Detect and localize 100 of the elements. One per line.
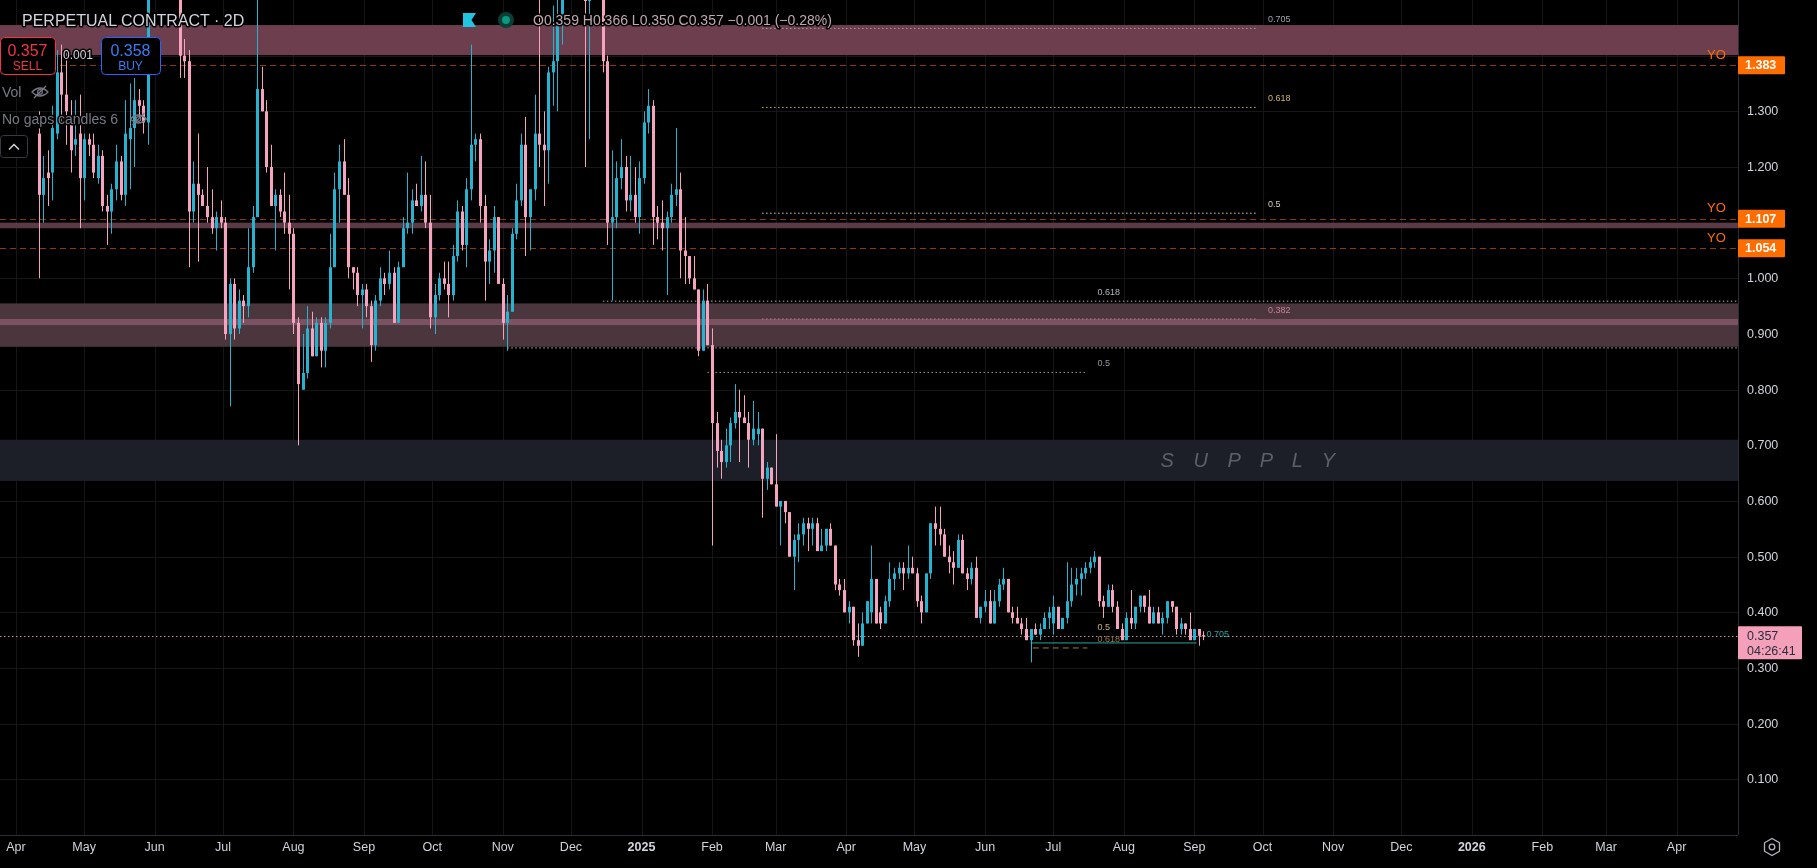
x-tick-label: Jun <box>974 840 996 854</box>
x-tick-label: Aug <box>1112 840 1135 854</box>
x-tick-label: Apr <box>1666 840 1687 854</box>
candlestick <box>647 88 650 135</box>
x-tick-label: Apr <box>6 840 26 854</box>
candlestick <box>1125 611 1128 641</box>
candlestick <box>688 255 691 285</box>
candlestick <box>843 578 846 613</box>
x-tick-label: Dec <box>559 840 583 854</box>
y-tick-label: 0.300 <box>1747 661 1779 675</box>
x-tick-label: Jul <box>214 840 231 854</box>
annotation: 0.618 <box>1097 287 1120 298</box>
candlestick <box>197 133 200 263</box>
candlestick <box>1102 595 1105 619</box>
ref-line-label: 1.054 <box>1745 241 1777 256</box>
band-label: S U P P L Y <box>1160 449 1343 472</box>
candlestick <box>356 266 359 307</box>
x-tick-label: May <box>72 840 97 854</box>
candlestick <box>729 417 732 463</box>
candlestick <box>1075 567 1078 597</box>
x-tick-label: Sep <box>352 840 376 854</box>
ref-line-label: 0.357 <box>1747 629 1779 644</box>
candlestick <box>1111 584 1114 613</box>
candlestick <box>884 595 887 624</box>
y-tick-label: 1.200 <box>1747 160 1779 174</box>
candlestick <box>1066 561 1069 624</box>
candlestick <box>1148 589 1151 624</box>
annotation: 0.5 <box>1097 622 1110 633</box>
y-tick-label: 0.900 <box>1747 327 1779 341</box>
candlestick <box>766 461 769 491</box>
candlestick <box>779 500 782 547</box>
candlestick <box>302 333 305 391</box>
candlestick <box>611 149 614 302</box>
candlestick <box>1080 567 1083 597</box>
candlestick <box>1002 567 1005 591</box>
candlestick <box>861 611 864 647</box>
candlestick <box>747 411 750 469</box>
candlestick <box>738 389 741 463</box>
candlestick <box>620 138 623 190</box>
candlestick <box>920 595 923 624</box>
candlestick <box>725 428 728 469</box>
candlestick <box>802 517 805 547</box>
x-tick-label: Mar <box>764 840 787 854</box>
candlestick <box>361 283 364 329</box>
annotation: 0.705 <box>1206 628 1230 639</box>
annotation: YO <box>1707 229 1726 245</box>
x-tick-label: May <box>902 840 928 854</box>
annotation: 0.357 <box>7 41 48 59</box>
candlestick <box>206 166 209 224</box>
candlestick <box>775 433 778 508</box>
candlestick <box>420 155 423 213</box>
candlestick <box>989 589 992 624</box>
x-tick-label: Jun <box>144 840 165 854</box>
candlestick <box>1166 600 1169 624</box>
x-tick-label: Sep <box>1183 840 1206 854</box>
x-tick-label: Nov <box>491 840 515 854</box>
candlestick <box>888 561 891 608</box>
candlestick <box>215 211 218 251</box>
candlestick <box>438 272 441 302</box>
annotation: YO <box>1707 200 1726 216</box>
candlestick <box>634 166 637 224</box>
candlestick <box>506 294 509 352</box>
candlestick <box>88 133 91 157</box>
candlestick <box>656 205 659 240</box>
candlestick <box>720 439 723 480</box>
candlestick <box>993 589 996 624</box>
y-tick-label: 1.000 <box>1747 271 1779 286</box>
candlestick <box>829 522 832 547</box>
annotation: 0.358 <box>110 41 151 59</box>
candlestick <box>447 261 450 318</box>
x-tick-label: Jul <box>1045 840 1062 854</box>
candlestick <box>784 500 787 524</box>
x-tick-label: 2026 <box>1457 840 1486 854</box>
annotation: 0.618 <box>1097 633 1120 644</box>
candlestick <box>1048 606 1051 630</box>
candlestick <box>1116 600 1119 630</box>
candlestick <box>893 567 896 591</box>
candlestick <box>811 517 814 547</box>
candlestick <box>807 517 810 552</box>
annotation: SELL <box>12 59 43 73</box>
y-tick-label: 0.200 <box>1747 716 1779 731</box>
candlestick <box>283 172 286 235</box>
x-tick-label: 2025 <box>627 840 656 854</box>
candlestick <box>411 188 414 235</box>
candlestick <box>666 211 669 296</box>
candlestick <box>970 561 973 585</box>
x-tick-label: Oct <box>422 840 443 854</box>
x-tick-label: Apr <box>836 840 856 854</box>
candlestick <box>797 522 800 563</box>
candlestick <box>279 188 282 218</box>
candlestick <box>670 183 673 224</box>
annotation: BUY <box>118 59 143 73</box>
candlestick <box>129 83 132 190</box>
y-tick-label: 1.300 <box>1747 104 1779 119</box>
candlestick <box>211 188 214 235</box>
y-tick-label: 0.100 <box>1747 772 1779 787</box>
candlestick <box>998 578 1001 608</box>
annotation: 0.5 <box>1268 199 1281 210</box>
x-tick-label: Dec <box>1390 840 1413 854</box>
candlestick <box>693 255 696 290</box>
